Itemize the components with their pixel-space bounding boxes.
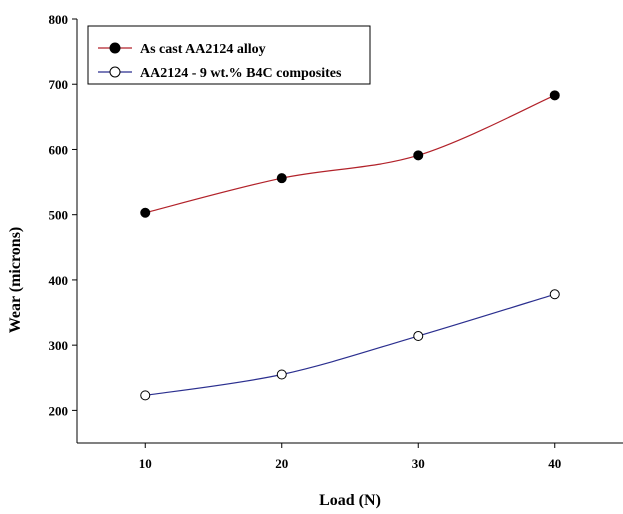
x-tick-label: 10 <box>139 456 152 471</box>
data-point-series-0 <box>549 90 560 101</box>
y-tick-label: 500 <box>49 208 69 223</box>
x-tick-label: 30 <box>412 456 425 471</box>
legend-marker-series-1 <box>109 66 121 78</box>
data-point-series-0 <box>140 207 151 218</box>
data-point-series-1 <box>549 289 560 300</box>
series-line-0 <box>145 94 555 214</box>
legend-marker-series-0 <box>109 42 121 54</box>
y-tick-label: 700 <box>49 77 69 92</box>
legend-label-series-1: AA2124 - 9 wt.% B4C composites <box>140 66 342 81</box>
legend-box <box>87 25 371 85</box>
data-point-series-1 <box>140 390 151 401</box>
series-line-1 <box>145 293 555 396</box>
y-tick-label: 200 <box>49 403 69 418</box>
data-point-series-0 <box>413 150 424 161</box>
series-layer <box>140 90 560 401</box>
data-point-series-1 <box>276 369 287 380</box>
y-tick-label: 600 <box>49 142 69 157</box>
legend-label-series-0: As cast AA2124 alloy <box>140 42 266 57</box>
y-tick-label: 400 <box>49 273 69 288</box>
x-tick-label: 20 <box>275 456 288 471</box>
x-tick-label: 40 <box>548 456 561 471</box>
data-point-series-1 <box>413 331 424 342</box>
legend: As cast AA2124 alloy AA2124 - 9 wt.% B4C… <box>87 25 371 85</box>
x-axis-title: Load (N) <box>319 492 381 509</box>
y-tick-label: 300 <box>49 338 69 353</box>
y-tick-label: 800 <box>49 12 69 27</box>
y-axis-title: Wear (microns) <box>7 227 24 334</box>
data-point-series-0 <box>276 173 287 184</box>
axes: 200 300 400 500 600 700 800 10 20 30 40 <box>49 12 623 471</box>
